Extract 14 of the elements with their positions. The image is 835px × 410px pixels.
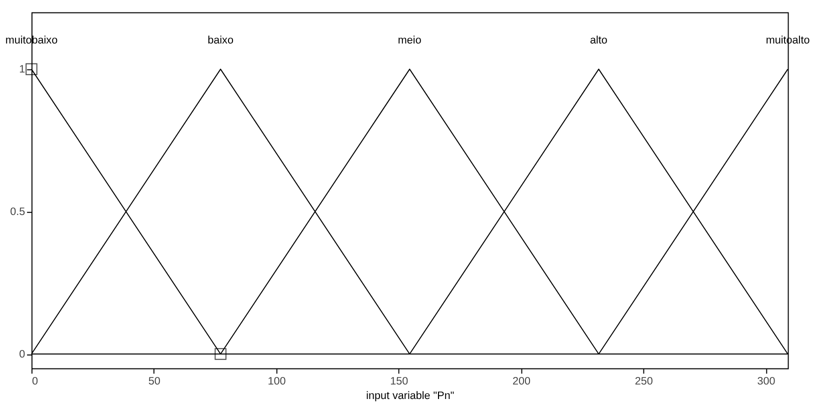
x-tick-label: 300: [757, 375, 776, 388]
text: alto: [590, 34, 608, 47]
x-tick-label: 200: [512, 375, 530, 388]
y-tick-label: 0.5: [10, 206, 26, 218]
text: meio: [398, 34, 422, 47]
x-tick-label: 50: [148, 375, 160, 388]
text: baixo: [208, 34, 234, 47]
y-tick-label: 1: [19, 64, 26, 76]
x-tick-label: 150: [390, 375, 408, 388]
x-tick-label: 250: [634, 375, 653, 388]
y-tick-label: 0: [19, 348, 26, 360]
x-axis-title: input variable "Pn": [366, 390, 454, 402]
x-tick-label: 100: [268, 375, 286, 388]
x-tick-label: 0: [32, 375, 38, 388]
